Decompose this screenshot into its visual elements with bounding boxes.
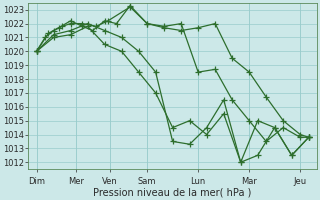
X-axis label: Pression niveau de la mer( hPa ): Pression niveau de la mer( hPa ) xyxy=(93,187,252,197)
